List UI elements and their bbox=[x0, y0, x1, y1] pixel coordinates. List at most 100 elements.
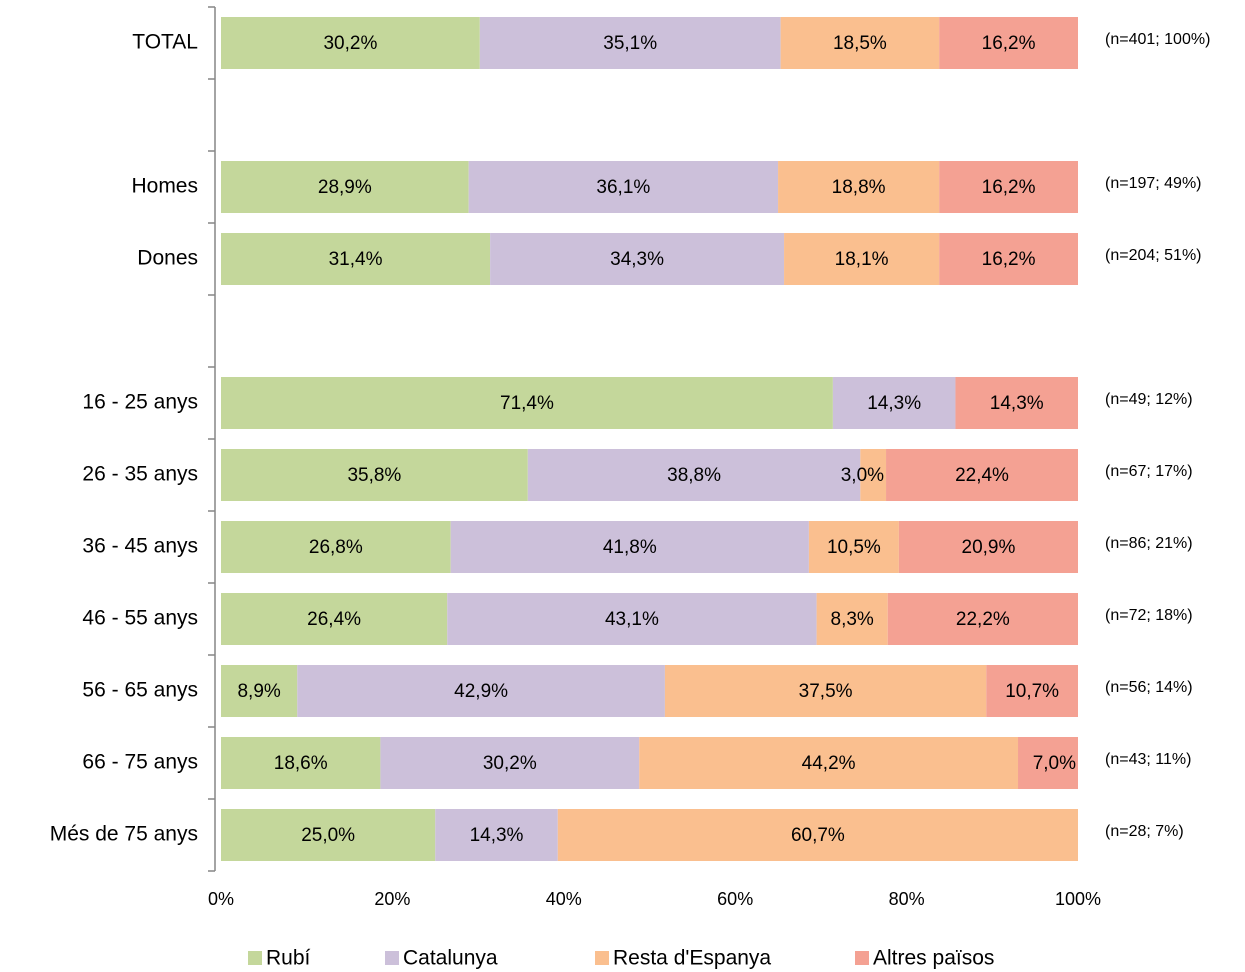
value-label: 18,8% bbox=[832, 177, 886, 198]
value-label: 44,2% bbox=[802, 753, 856, 774]
value-label: 42,9% bbox=[454, 681, 508, 702]
bar-segment bbox=[221, 449, 528, 501]
bar-segment bbox=[778, 161, 940, 213]
legend-label: Altres països bbox=[873, 947, 994, 970]
value-label: 18,6% bbox=[274, 753, 328, 774]
value-label: 14,3% bbox=[990, 393, 1044, 414]
value-label: 38,8% bbox=[667, 465, 721, 486]
bar-segment bbox=[479, 17, 781, 69]
legend-swatch bbox=[855, 951, 869, 965]
bar-segment bbox=[832, 377, 956, 429]
x-tick-label: 80% bbox=[889, 889, 925, 909]
bar-segment bbox=[490, 233, 785, 285]
value-label: 36,1% bbox=[596, 177, 650, 198]
bar-segment bbox=[380, 737, 640, 789]
value-label: 22,4% bbox=[955, 465, 1009, 486]
bar-segment bbox=[639, 737, 1019, 789]
bar-segment bbox=[221, 737, 381, 789]
value-label: 20,9% bbox=[962, 537, 1016, 558]
bar-segment bbox=[860, 449, 887, 501]
annotation: (n=67; 17%) bbox=[1105, 463, 1193, 480]
value-label: 60,7% bbox=[791, 825, 845, 846]
category-label: 56 - 65 anys bbox=[82, 679, 198, 702]
annotation: (n=86; 21%) bbox=[1105, 535, 1193, 552]
x-tick-label: 20% bbox=[374, 889, 410, 909]
value-label: 34,3% bbox=[610, 249, 664, 270]
value-label: 41,8% bbox=[603, 537, 657, 558]
category-label: 26 - 35 anys bbox=[82, 463, 198, 486]
bar-segment bbox=[664, 665, 987, 717]
value-label: 35,8% bbox=[347, 465, 401, 486]
bar-segment bbox=[221, 17, 480, 69]
bar-segment bbox=[898, 521, 1078, 573]
legend-swatch bbox=[595, 951, 609, 965]
value-label: 26,8% bbox=[309, 537, 363, 558]
category-label: Més de 75 anys bbox=[50, 823, 198, 846]
value-label: 26,4% bbox=[307, 609, 361, 630]
annotation: (n=28; 7%) bbox=[1105, 823, 1184, 840]
bar-segment bbox=[1018, 737, 1078, 789]
bar-segment bbox=[986, 665, 1078, 717]
value-label: 8,9% bbox=[237, 681, 280, 702]
value-label: 25,0% bbox=[301, 825, 355, 846]
bar-segment bbox=[221, 593, 448, 645]
category-label: TOTAL bbox=[132, 31, 198, 54]
category-label: 46 - 55 anys bbox=[82, 607, 198, 630]
bar-segment bbox=[221, 521, 451, 573]
legend-label: Rubí bbox=[266, 947, 311, 970]
value-label: 14,3% bbox=[867, 393, 921, 414]
annotation: (n=43; 11%) bbox=[1105, 751, 1191, 768]
bar-segment bbox=[939, 17, 1078, 69]
annotation: (n=72; 18%) bbox=[1105, 607, 1193, 624]
bar-segment bbox=[221, 665, 298, 717]
value-label: 30,2% bbox=[323, 33, 377, 54]
value-label: 16,2% bbox=[982, 249, 1036, 270]
value-label: 35,1% bbox=[603, 33, 657, 54]
bar-segment bbox=[939, 161, 1078, 213]
category-label: Dones bbox=[137, 247, 198, 270]
value-label: 14,3% bbox=[470, 825, 524, 846]
bar-segment bbox=[816, 593, 888, 645]
bar-segment bbox=[297, 665, 665, 717]
bar-segment bbox=[955, 377, 1078, 429]
value-label: 3,0% bbox=[841, 465, 884, 486]
bar-segment bbox=[784, 233, 940, 285]
x-tick-label: 0% bbox=[208, 889, 234, 909]
bar-segment bbox=[221, 377, 833, 429]
value-label: 8,3% bbox=[831, 609, 874, 630]
bar-segment bbox=[780, 17, 940, 69]
value-label: 43,1% bbox=[605, 609, 659, 630]
annotation: (n=49; 12%) bbox=[1105, 391, 1193, 408]
legend-swatch bbox=[385, 951, 399, 965]
annotation: (n=56; 14%) bbox=[1105, 679, 1193, 696]
bar-segment bbox=[887, 593, 1078, 645]
value-label: 28,9% bbox=[318, 177, 372, 198]
value-label: 30,2% bbox=[483, 753, 537, 774]
x-tick-label: 60% bbox=[717, 889, 753, 909]
value-label: 16,2% bbox=[982, 177, 1036, 198]
category-label: 36 - 45 anys bbox=[82, 535, 198, 558]
annotation: (n=401; 100%) bbox=[1105, 31, 1210, 48]
bar-segment bbox=[808, 521, 899, 573]
bar-segment bbox=[527, 449, 861, 501]
value-label: 16,2% bbox=[982, 33, 1036, 54]
value-label: 37,5% bbox=[799, 681, 853, 702]
legend-label: Resta d'Espanya bbox=[613, 947, 771, 970]
category-label: 66 - 75 anys bbox=[82, 751, 198, 774]
value-label: 18,1% bbox=[835, 249, 889, 270]
annotation: (n=204; 51%) bbox=[1105, 247, 1202, 264]
bar-segment bbox=[557, 809, 1078, 861]
value-label: 18,5% bbox=[833, 33, 887, 54]
value-label: 10,7% bbox=[1005, 681, 1059, 702]
bar-segment bbox=[221, 233, 491, 285]
x-tick-label: 40% bbox=[546, 889, 582, 909]
value-label: 10,5% bbox=[827, 537, 881, 558]
bar-segment bbox=[435, 809, 558, 861]
bar-segment bbox=[221, 161, 469, 213]
bar-segment bbox=[886, 449, 1078, 501]
legend-label: Catalunya bbox=[403, 947, 498, 970]
value-label: 7,0% bbox=[1033, 753, 1076, 774]
value-label: 22,2% bbox=[956, 609, 1010, 630]
bar-segment bbox=[468, 161, 779, 213]
